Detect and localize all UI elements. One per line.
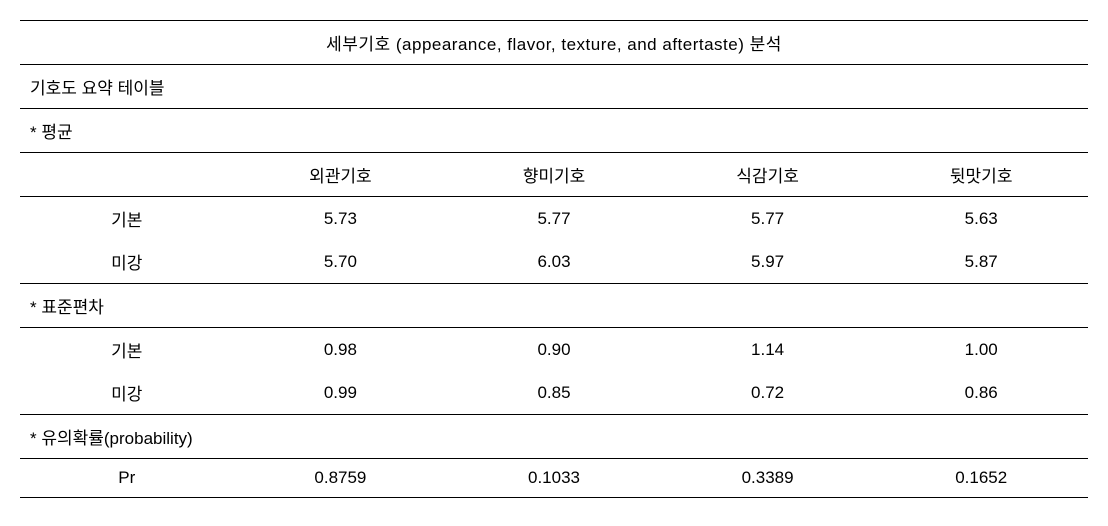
- row-label: 미강: [20, 371, 234, 415]
- cell-value: 0.1652: [874, 459, 1088, 498]
- cell-value: 6.03: [447, 240, 661, 284]
- section-stddev-label: * 표준편차: [20, 284, 1088, 328]
- row-label: Pr: [20, 459, 234, 498]
- cell-value: 5.73: [234, 197, 448, 241]
- cell-value: 0.1033: [447, 459, 661, 498]
- cell-value: 0.98: [234, 328, 448, 372]
- cell-value: 5.97: [661, 240, 875, 284]
- cell-value: 0.90: [447, 328, 661, 372]
- row-label: 미강: [20, 240, 234, 284]
- table-title: 세부기호 (appearance, flavor, texture, and a…: [20, 21, 1088, 65]
- cell-value: 5.77: [661, 197, 875, 241]
- cell-value: 0.85: [447, 371, 661, 415]
- col-header: 외관기호: [234, 153, 448, 197]
- table-subtitle: 기호도 요약 테이블: [20, 65, 1088, 109]
- section-mean-label: * 평균: [20, 109, 1088, 153]
- cell-value: 0.8759: [234, 459, 448, 498]
- cell-value: 0.3389: [661, 459, 875, 498]
- cell-value: 5.77: [447, 197, 661, 241]
- cell-value: 5.63: [874, 197, 1088, 241]
- row-label: 기본: [20, 328, 234, 372]
- row-label: 기본: [20, 197, 234, 241]
- sensory-analysis-table: 세부기호 (appearance, flavor, texture, and a…: [20, 20, 1088, 498]
- cell-value: 5.87: [874, 240, 1088, 284]
- cell-value: 0.86: [874, 371, 1088, 415]
- col-header: 뒷맛기호: [874, 153, 1088, 197]
- cell-value: 0.99: [234, 371, 448, 415]
- cell-value: 5.70: [234, 240, 448, 284]
- empty-header: [20, 153, 234, 197]
- cell-value: 1.00: [874, 328, 1088, 372]
- cell-value: 1.14: [661, 328, 875, 372]
- col-header: 식감기호: [661, 153, 875, 197]
- col-header: 향미기호: [447, 153, 661, 197]
- section-probability-label: * 유의확률(probability): [20, 415, 1088, 459]
- cell-value: 0.72: [661, 371, 875, 415]
